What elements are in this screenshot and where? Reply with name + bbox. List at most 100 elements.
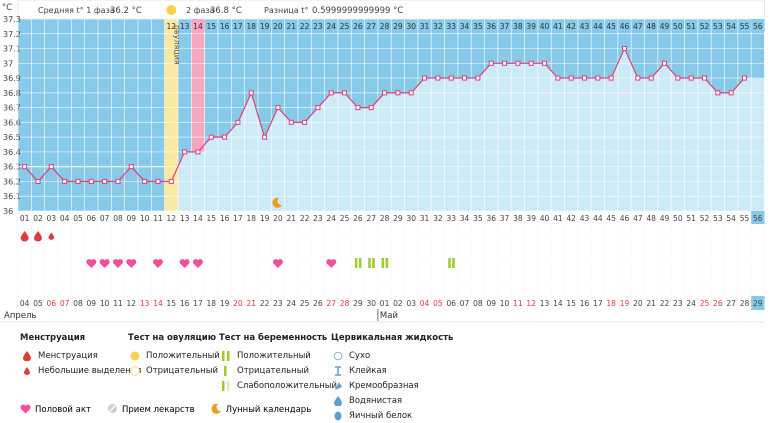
- y-tick-label: 36.7: [3, 104, 21, 113]
- pregnancy-test-bar: [448, 258, 451, 268]
- cycle-day-label-bottom: 44: [593, 214, 603, 223]
- cycle-day-label-bottom: 38: [513, 214, 523, 223]
- calendar-date: 26: [313, 299, 323, 308]
- legend-ovulation-negative: Отрицательный: [146, 365, 218, 376]
- cycle-day-label: 12: [167, 22, 177, 31]
- calendar-date: 01: [380, 299, 390, 308]
- cycle-day-label: 39: [526, 22, 536, 31]
- heart-icon: [20, 404, 31, 417]
- calendar-date: 10: [100, 299, 110, 308]
- temperature-point: [595, 75, 601, 81]
- cycle-day-label-bottom: 29: [393, 214, 403, 223]
- temperature-point: [275, 105, 281, 111]
- cycle-day-label: 36: [486, 22, 496, 31]
- calendar-date: 04: [420, 299, 430, 308]
- current-date-cell: [751, 296, 765, 310]
- cycle-day-label-bottom: 01: [20, 214, 30, 223]
- cycle-day-label: 41: [553, 22, 563, 31]
- legend-menstruation-item: Менструация: [38, 350, 98, 361]
- cycle-day-label: 14: [193, 22, 203, 31]
- cycle-day-label: 26: [353, 22, 363, 31]
- temperature-point: [582, 75, 588, 81]
- cycle-day-label-bottom: 18: [247, 214, 257, 223]
- temperature-point: [235, 119, 241, 125]
- legend-cervical-eggwhite: Яичный белок: [349, 410, 413, 421]
- calendar-date: 27: [726, 299, 736, 308]
- temperature-point: [208, 134, 214, 140]
- cycle-day-label-bottom: 13: [180, 214, 190, 223]
- calendar-date: 12: [526, 299, 536, 308]
- cycle-day-label: 42: [566, 22, 576, 31]
- pregnancy-test-bar: [354, 258, 358, 268]
- pregnancy-test-bar: [452, 258, 455, 268]
- legend-cervical-sticky: Клейкая: [349, 365, 387, 376]
- cycle-day-label-bottom: 43: [580, 214, 590, 223]
- temperature-point: [315, 105, 321, 111]
- cycle-day-label-bottom: 11: [153, 214, 163, 223]
- calendar-date: 21: [247, 299, 257, 308]
- cycle-day-label: 18: [247, 22, 257, 31]
- temperature-point: [448, 75, 454, 81]
- sticky-icon: [331, 365, 345, 376]
- calendar-date: 23: [273, 299, 283, 308]
- cycle-day-label: 34: [460, 22, 470, 31]
- phase1-value: 36.2 °C: [110, 6, 142, 16]
- y-tick-label: 36.9: [3, 74, 21, 83]
- cycle-day-label-bottom: 05: [73, 214, 83, 223]
- cycle-day-label: 15: [207, 22, 217, 31]
- sex-heart: [192, 259, 203, 268]
- cycle-day-label: 45: [606, 22, 616, 31]
- temperature-point: [48, 164, 54, 170]
- calendar-date: 27: [326, 299, 336, 308]
- legend-cervical-watery: Водянистая: [349, 395, 403, 406]
- sex-heart: [152, 259, 163, 268]
- cycle-day-label: 49: [660, 22, 670, 31]
- calendar-date: 06: [446, 299, 456, 308]
- cycle-day-label: 55: [740, 22, 750, 31]
- cycle-day-label-bottom: 45: [606, 214, 616, 223]
- pregnancy-test-bar: [368, 258, 371, 268]
- calendar-date: 14: [153, 299, 163, 308]
- calendar-date: 24: [686, 299, 696, 308]
- cycle-day-label: 32: [433, 22, 443, 31]
- temperature-point: [328, 90, 334, 96]
- cycle-day-label: 56: [753, 22, 763, 31]
- legend-sex: Половой акт: [35, 405, 91, 415]
- temperature-point: [102, 178, 108, 184]
- temperature-point: [368, 105, 374, 111]
- cycle-day-label-bottom: 30: [406, 214, 416, 223]
- calendar-date: 04: [20, 299, 30, 308]
- y-tick-label: 37.1: [3, 45, 21, 54]
- calendar-date: 19: [620, 299, 630, 308]
- cycle-day-label-bottom: 06: [87, 214, 97, 223]
- cycle-day-label-bottom: 40: [540, 214, 550, 223]
- y-tick-label: 36.8: [3, 89, 21, 98]
- phase2-value: 36.8 °C: [210, 6, 242, 16]
- faint-bar-icon: [219, 380, 233, 391]
- legend-ovulation-title: Тест на овуляцию: [128, 333, 217, 343]
- negative-circle-icon: [128, 365, 142, 376]
- cycle-day-label-bottom: 17: [233, 214, 243, 223]
- calendar-date: 08: [473, 299, 483, 308]
- cycle-day-label: 27: [366, 22, 376, 31]
- pregnancy-test-bar: [372, 258, 375, 268]
- temperature-point: [302, 119, 308, 125]
- cycle-day-label: 44: [593, 22, 603, 31]
- ovulation-positive-icon: [166, 5, 177, 15]
- sex-heart: [86, 259, 97, 268]
- temperature-point: [155, 178, 161, 184]
- temperature-point: [462, 75, 468, 81]
- cycle-day-label-bottom: 56: [753, 214, 763, 223]
- double-bar-icon: [219, 350, 233, 361]
- temperature-point: [435, 75, 441, 81]
- temperature-point: [382, 90, 388, 96]
- cycle-day-label-bottom: 26: [353, 214, 363, 223]
- legend-spotting-item: Небольшие выделения: [38, 365, 142, 376]
- calendar-date: 14: [553, 299, 563, 308]
- cycle-day-label-bottom: 42: [566, 214, 576, 223]
- calendar-date: 07: [460, 299, 470, 308]
- cycle-day-label-bottom: 24: [326, 214, 336, 223]
- calendar-date: 12: [127, 299, 137, 308]
- calendar-date: 21: [646, 299, 656, 308]
- cycle-day-label-bottom: 55: [740, 214, 750, 223]
